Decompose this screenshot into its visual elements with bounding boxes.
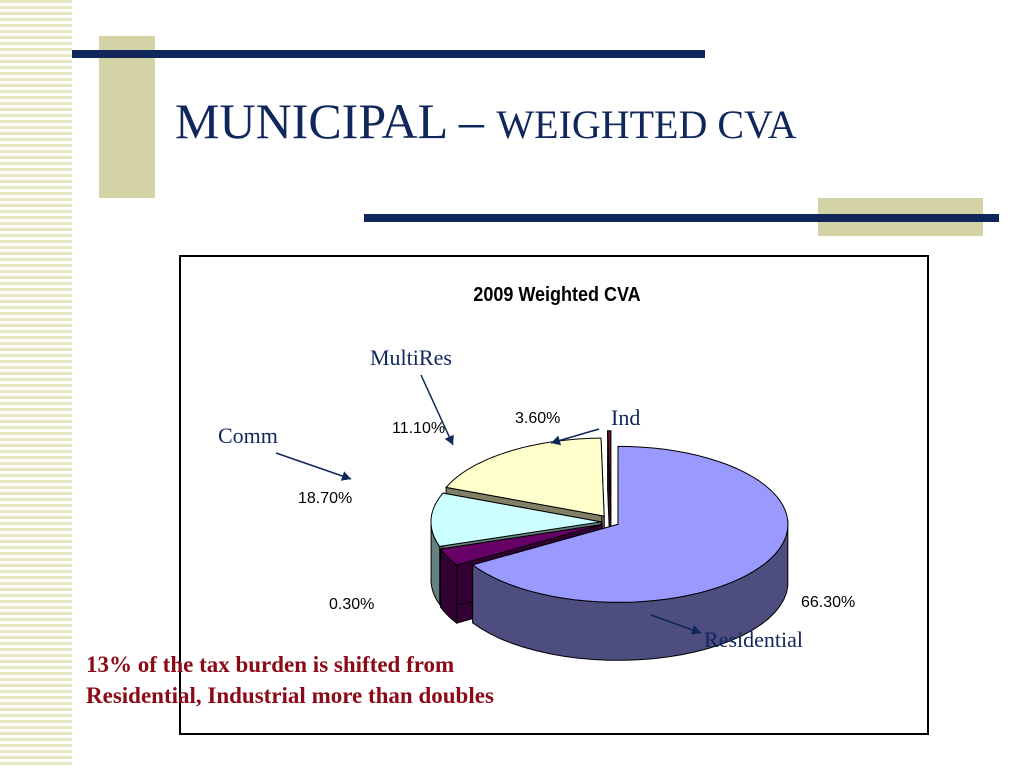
slide-title-sub: WEIGHTED CVA xyxy=(496,102,797,147)
arrowhead-icon xyxy=(444,434,454,445)
note-line-1: 13% of the tax burden is shifted from xyxy=(86,652,455,677)
pie-slice-residential xyxy=(471,445,789,661)
pie-value-label: 0.30% xyxy=(329,596,374,613)
pie-labels: 66.30% Residential 3.60% Ind 11.10% MultiRes 1… xyxy=(218,345,855,652)
note-line-2: Residential, Industrial more than double… xyxy=(86,682,494,708)
arrowhead-icon xyxy=(340,471,351,481)
callout-label-ind: Ind xyxy=(611,405,640,430)
callout-arrow xyxy=(420,374,454,446)
arrowhead-icon xyxy=(551,435,562,446)
chart-title: 2009 Weighted CVA xyxy=(473,284,641,306)
chart-frame: 2009 Weighted CVA 66.30% Residential 3.60%… xyxy=(179,255,929,735)
note-text: 13% of the tax burden is shifted from Re… xyxy=(86,650,494,711)
decorative-block-top xyxy=(99,36,155,198)
slide-title-main: MUNICIPAL xyxy=(175,93,447,149)
decorative-line-bottom xyxy=(364,214,999,222)
pie-value-label: 11.10% xyxy=(392,420,445,437)
pie-value-label: 66.30% xyxy=(801,594,855,611)
pie-chart: 2009 Weighted CVA 66.30% Residential 3.60%… xyxy=(218,284,855,661)
callout-label-comm: Comm xyxy=(218,423,278,448)
decorative-stripes xyxy=(0,0,72,768)
callout-label-multires: MultiRes xyxy=(370,345,452,370)
callout-arrow xyxy=(275,452,352,480)
pie-value-label: 3.60% xyxy=(515,410,560,427)
slide-title-separator: – xyxy=(446,93,497,149)
callout-label-residential: Residential xyxy=(704,627,803,652)
pie-slices xyxy=(430,430,789,661)
decorative-line-top xyxy=(72,50,705,58)
arrowhead-icon xyxy=(690,625,701,635)
pie-value-label: 18.70% xyxy=(298,490,352,507)
slide-title: MUNICIPAL – WEIGHTED CVA xyxy=(175,96,797,146)
